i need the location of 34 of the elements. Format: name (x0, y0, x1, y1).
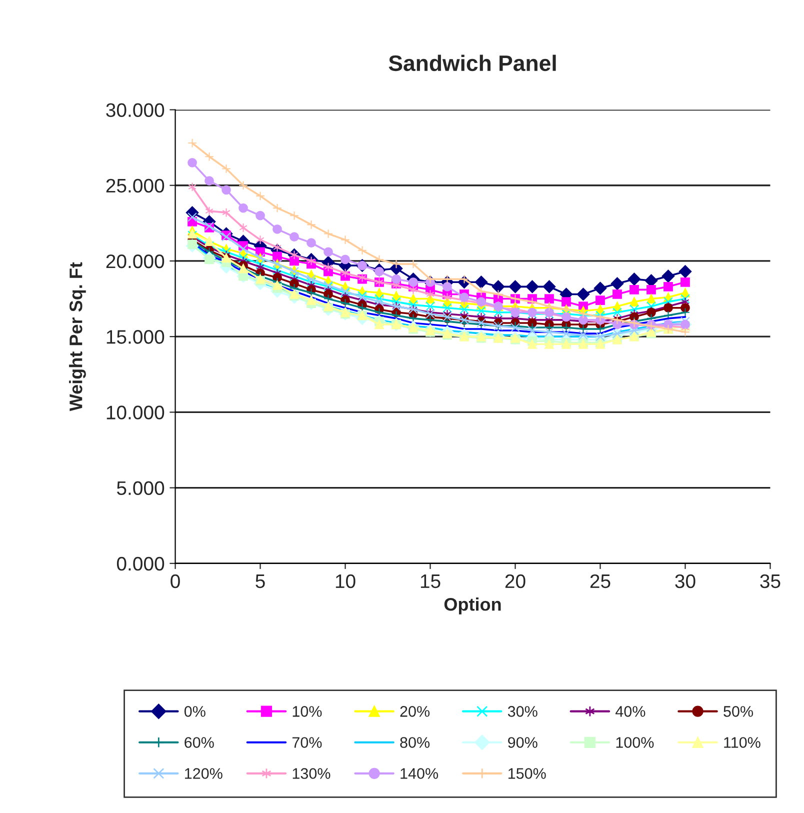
legend-label: 10% (292, 706, 322, 717)
x-tick-label: 30 (675, 574, 696, 588)
x-tick-label: 20 (505, 574, 526, 588)
legend-label: 110% (724, 737, 760, 748)
x-tick-label: 35 (760, 574, 780, 588)
y-tick-label: 0.000 (116, 556, 164, 571)
x-tick-label: 0 (170, 574, 180, 588)
legend-label: 40% (616, 706, 646, 717)
legend-label: 140% (400, 768, 438, 779)
y-tick-label: 10.000 (106, 406, 164, 420)
legend-label: 30% (508, 706, 538, 717)
legend-label: 80% (400, 737, 430, 748)
chart-title: Sandwich Panel (388, 54, 556, 72)
legend-label: 130% (292, 768, 330, 779)
legend-label: 20% (400, 706, 430, 717)
legend-label: 50% (724, 706, 754, 717)
legend-label: 70% (292, 737, 322, 748)
y-tick-label: 25.000 (106, 178, 164, 193)
y-tick-label: 5.000 (116, 481, 164, 496)
y-tick-label: 20.000 (106, 254, 164, 268)
y-tick-label: 30.000 (106, 103, 164, 117)
legend-label: 100% (616, 737, 654, 748)
x-tick-label: 5 (256, 574, 265, 588)
y-axis-title: Weight Per Sq. Ft (69, 262, 86, 412)
legend-label: 60% (184, 737, 214, 748)
y-tick-label: 15.000 (106, 330, 164, 344)
x-tick-label: 15 (420, 574, 440, 588)
legend-label: 150% (508, 768, 546, 779)
legend-label: 0% (184, 706, 206, 717)
legend-label: 120% (185, 768, 222, 779)
x-tick-label: 25 (590, 574, 610, 588)
legend-label: 90% (508, 737, 538, 748)
x-axis-title: Option (444, 598, 501, 614)
x-tick-label: 10 (336, 574, 356, 588)
